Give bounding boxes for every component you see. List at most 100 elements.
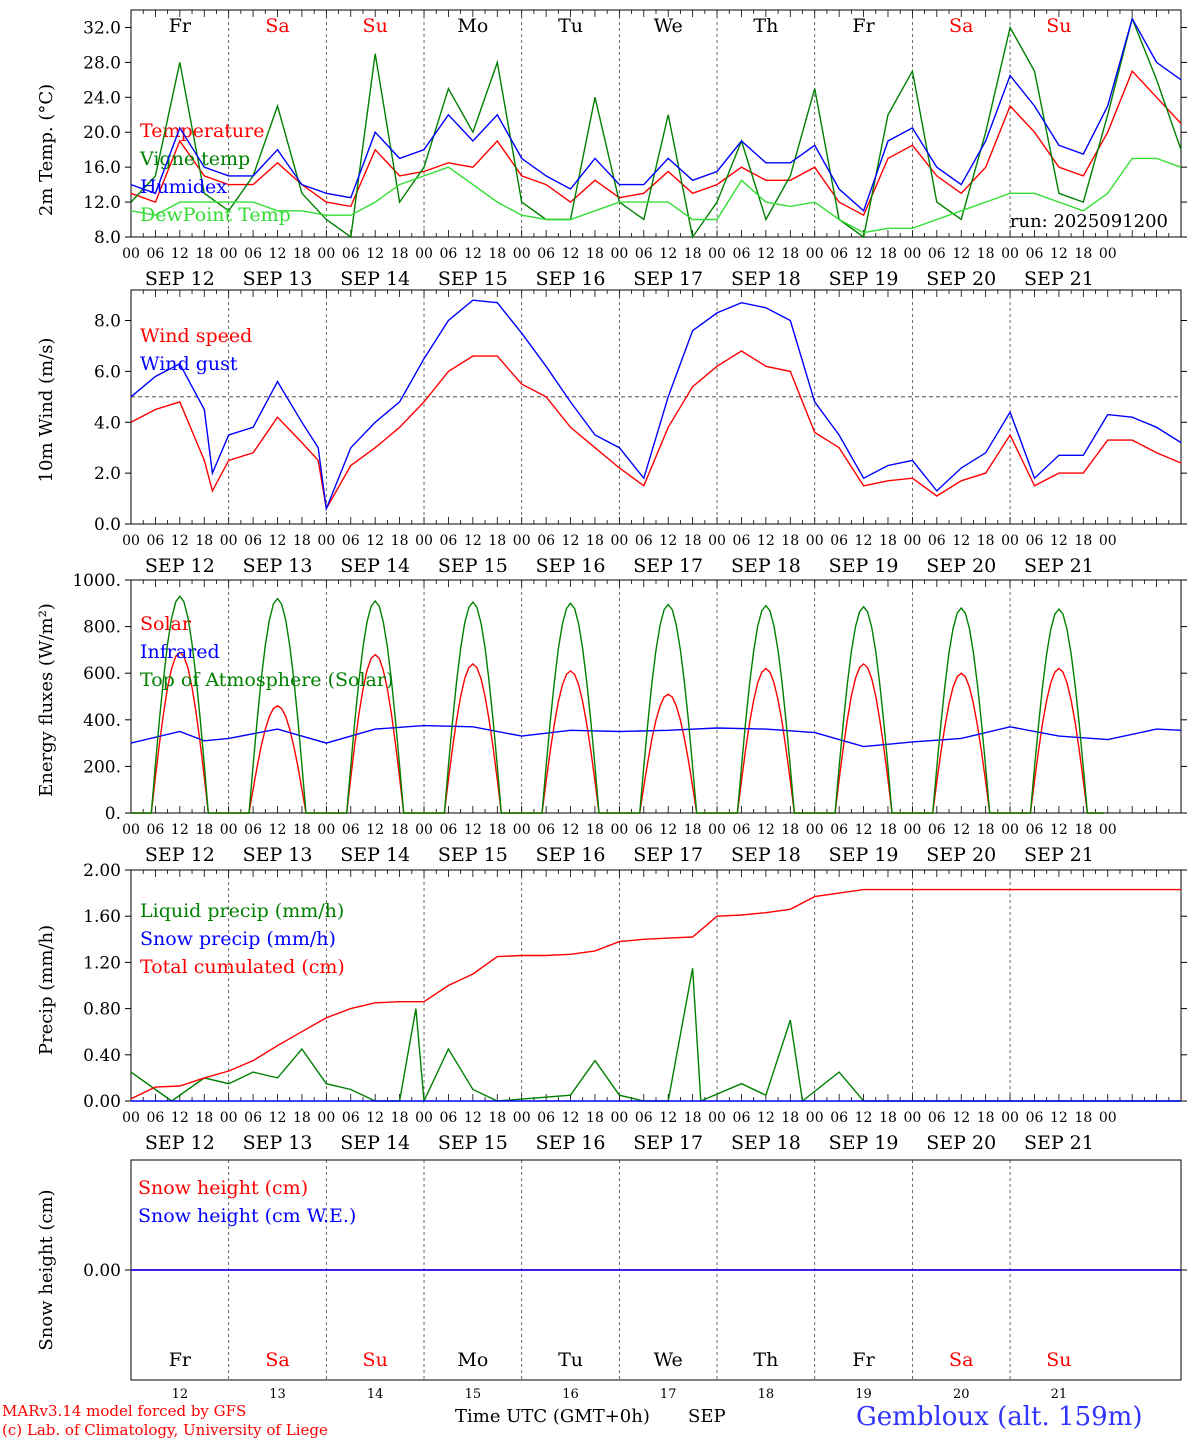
weekday-label: Tu [558, 15, 583, 37]
legend-entry: DewPoint Temp [140, 204, 291, 226]
hour-tick-label: 00 [1001, 822, 1019, 838]
copyright-credit: (c) Lab. of Climatology, University of L… [2, 1421, 328, 1439]
hour-tick-label: 06 [733, 1110, 751, 1126]
date-label: SEP 21 [1024, 555, 1094, 577]
legend-entry: Snow height (cm) [138, 1177, 308, 1199]
hour-tick-label: 18 [391, 822, 409, 838]
weekday-label: Fr [852, 1349, 875, 1371]
hour-tick-label: 12 [464, 533, 482, 549]
weekday-label: Tu [558, 1349, 583, 1371]
date-label: SEP 16 [536, 1132, 606, 1154]
hour-tick-label: 12 [1050, 1110, 1068, 1126]
hour-tick-label: 06 [244, 246, 262, 262]
date-label: SEP 20 [926, 844, 996, 866]
series-line-infrared [130, 724, 1182, 748]
hour-tick-label: 12 [366, 246, 384, 262]
hour-tick-label: 12 [1050, 533, 1068, 549]
hour-tick-label: 18 [293, 822, 311, 838]
hour-tick-label: 00 [1099, 1110, 1117, 1126]
legend-entry: Solar [140, 613, 192, 635]
y-tick-label: 0.00 [83, 1092, 121, 1112]
hour-tick-label: 00 [220, 822, 238, 838]
hour-tick-label: 00 [610, 533, 628, 549]
hour-tick-label: 18 [391, 533, 409, 549]
hour-tick-label: 06 [342, 822, 360, 838]
hour-tick-label: 00 [903, 822, 921, 838]
day-number: 16 [562, 1387, 579, 1402]
hour-tick-label: 18 [586, 246, 604, 262]
hour-tick-label: 18 [488, 533, 506, 549]
hour-tick-label: 12 [366, 822, 384, 838]
hour-tick-label: 06 [1026, 1110, 1044, 1126]
date-label: SEP 14 [340, 555, 410, 577]
hour-tick-label: 12 [562, 822, 580, 838]
hour-tick-label: 18 [586, 822, 604, 838]
weekday-label: Fr [852, 15, 875, 37]
y-tick-label: 0.40 [83, 1046, 121, 1066]
day-number: 18 [758, 1387, 775, 1402]
hour-tick-label: 06 [342, 246, 360, 262]
hour-tick-label: 18 [195, 246, 213, 262]
hour-tick-label: 00 [220, 533, 238, 549]
date-label: SEP 13 [243, 268, 313, 290]
y-tick-label: 600. [83, 664, 121, 684]
hour-tick-label: 12 [171, 533, 189, 549]
hour-tick-label: 18 [1074, 533, 1092, 549]
hour-tick-label: 12 [952, 1110, 970, 1126]
hour-tick-label: 00 [708, 246, 726, 262]
date-label: SEP 12 [145, 1132, 215, 1154]
hour-tick-label: 00 [513, 246, 531, 262]
hour-tick-label: 12 [855, 246, 873, 262]
location-label: Gembloux (alt. 159m) [856, 1402, 1143, 1432]
hour-tick-label: 06 [733, 246, 751, 262]
month-label: SEP [688, 1406, 726, 1427]
legend-entry: Wind gust [140, 353, 238, 375]
model-credit: MARv3.14 model forced by GFS [2, 1402, 247, 1420]
hour-tick-label: 00 [708, 533, 726, 549]
hour-tick-label: 06 [537, 1110, 555, 1126]
hour-tick-label: 06 [830, 246, 848, 262]
hour-tick-label: 06 [928, 822, 946, 838]
y-tick-label: 1.60 [83, 907, 121, 927]
hour-tick-label: 18 [879, 246, 897, 262]
hour-tick-label: 06 [830, 533, 848, 549]
hour-tick-label: 06 [635, 533, 653, 549]
hour-tick-label: 18 [488, 1110, 506, 1126]
weekday-label: Sa [949, 15, 973, 37]
hour-tick-label: 12 [269, 1110, 287, 1126]
hour-tick-label: 12 [757, 246, 775, 262]
panel-frame-0 [130, 9, 1182, 238]
hour-tick-label: 18 [977, 246, 995, 262]
date-label: SEP 12 [145, 844, 215, 866]
date-label: SEP 12 [145, 555, 215, 577]
hour-tick-label: 12 [659, 822, 677, 838]
hour-tick-label: 00 [513, 1110, 531, 1126]
date-label: SEP 19 [829, 555, 899, 577]
hour-tick-label: 12 [366, 533, 384, 549]
day-number: 12 [172, 1387, 189, 1402]
date-label: SEP 16 [536, 844, 606, 866]
hour-tick-label: 12 [855, 533, 873, 549]
hour-tick-label: 06 [928, 1110, 946, 1126]
hour-tick-label: 00 [806, 1110, 824, 1126]
hour-tick-label: 18 [1074, 1110, 1092, 1126]
hour-tick-label: 06 [244, 822, 262, 838]
series-line-humidex [130, 16, 1182, 213]
date-label: SEP 20 [926, 268, 996, 290]
y-tick-label: 0.00 [83, 1261, 121, 1281]
hour-tick-label: 00 [1099, 246, 1117, 262]
hour-tick-label: 12 [171, 822, 189, 838]
series-line-top-of-atmosphere-solar- [131, 595, 1104, 814]
hour-tick-label: 00 [415, 533, 433, 549]
hour-tick-label: 18 [195, 822, 213, 838]
hour-tick-label: 18 [781, 533, 799, 549]
hour-tick-label: 18 [391, 1110, 409, 1126]
day-number: 19 [855, 1387, 872, 1402]
hour-tick-label: 12 [562, 1110, 580, 1126]
hour-tick-label: 18 [977, 822, 995, 838]
hour-tick-label: 06 [440, 822, 458, 838]
series-line-vigne-temp [130, 16, 1182, 239]
hour-tick-label: 06 [342, 1110, 360, 1126]
hour-tick-label: 06 [928, 533, 946, 549]
hour-tick-label: 12 [269, 246, 287, 262]
